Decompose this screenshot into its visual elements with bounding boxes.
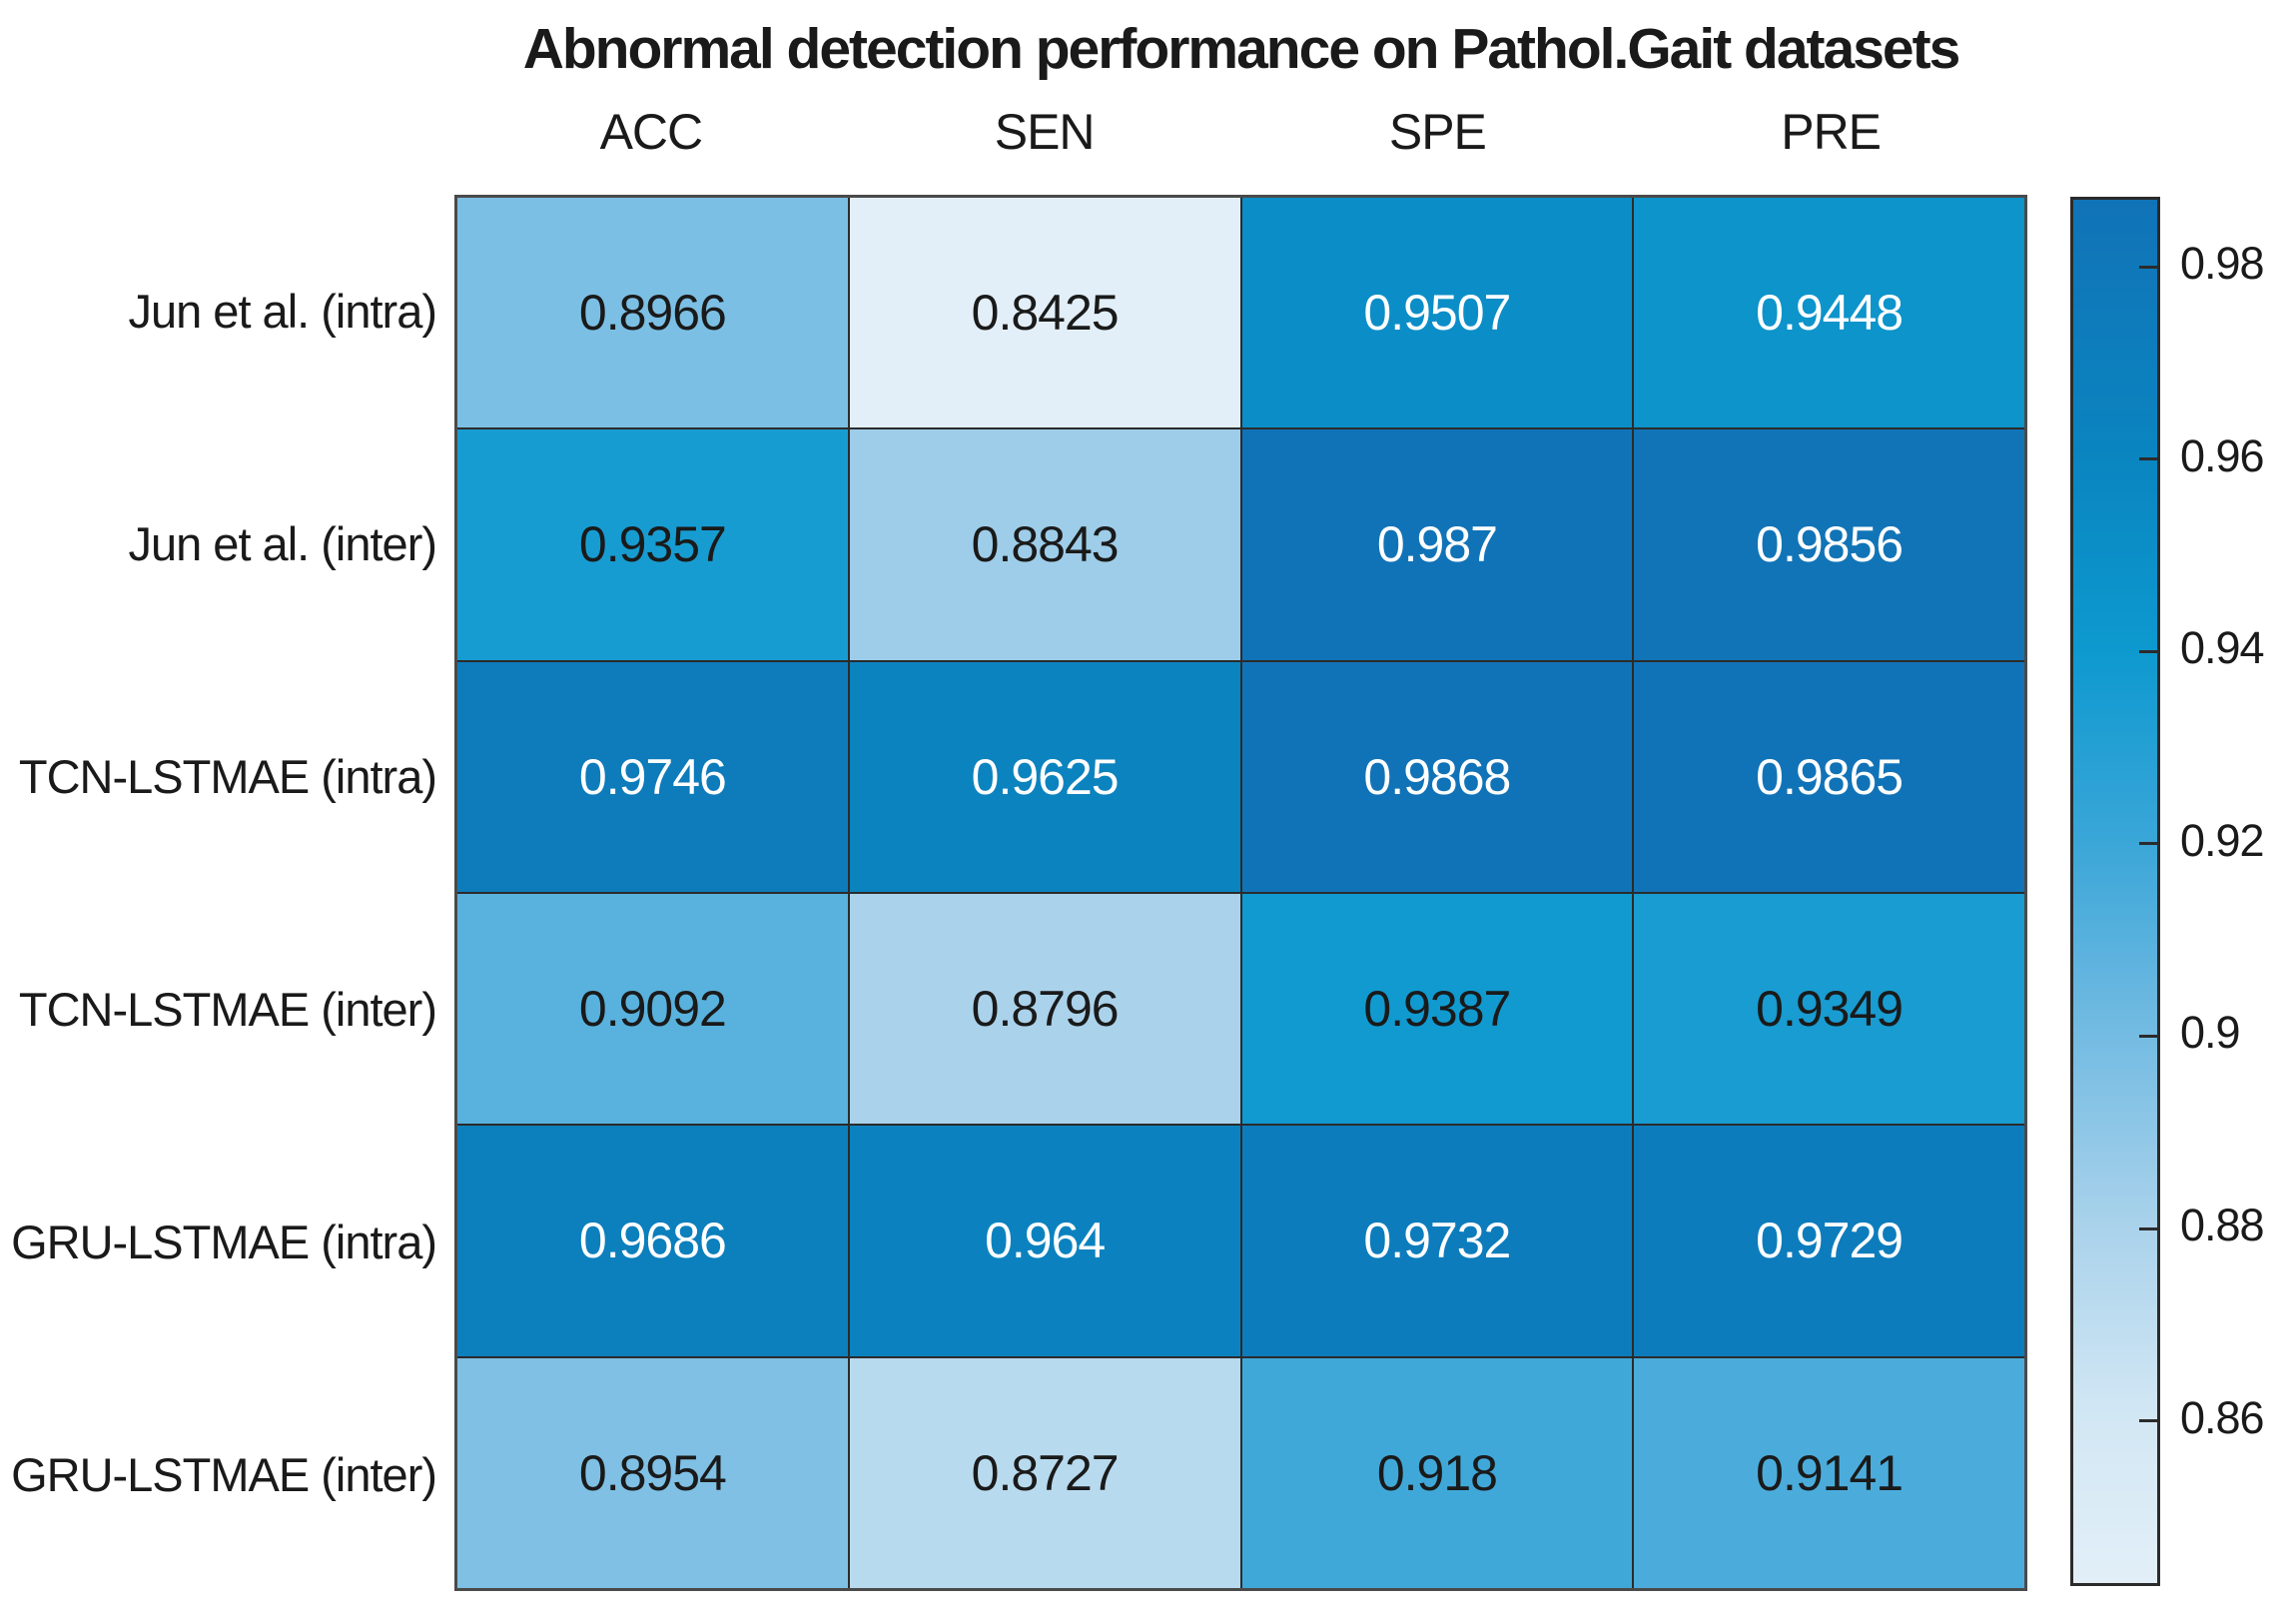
heatmap-cell: 0.9865 (1634, 661, 2024, 892)
heatmap-cell: 0.9729 (1634, 1126, 2024, 1356)
colorbar-tick-label: 0.96 (2180, 429, 2265, 481)
cell-value: 0.9448 (1756, 285, 1904, 342)
heatmap-cell: 0.9732 (1241, 1126, 1633, 1356)
cell-value: 0.8425 (971, 285, 1120, 342)
column-header: SEN (994, 104, 1096, 160)
cell-value: 0.9732 (1363, 1213, 1511, 1269)
heatmap-cell: 0.9357 (457, 429, 848, 660)
heatmap-cell: 0.8843 (849, 429, 1240, 660)
heatmap-cell: 0.8425 (849, 198, 1240, 428)
colorbar-tick-label: 0.92 (2180, 814, 2265, 866)
heatmap-cell: 0.9092 (457, 893, 848, 1125)
row-label: Jun et al. (intra) (128, 285, 437, 338)
heatmap-cell: 0.8727 (849, 1357, 1240, 1588)
cell-value: 0.9856 (1756, 516, 1904, 573)
colorbar-tick-label: 0.98 (2180, 238, 2265, 290)
heatmap-cell: 0.8954 (457, 1357, 848, 1588)
colorbar-tick-label: 0.86 (2180, 1391, 2265, 1443)
colorbar-tick (2139, 842, 2157, 846)
colorbar-tick (2139, 265, 2157, 269)
row-label: GRU-LSTMAE (inter) (11, 1448, 437, 1501)
cell-value: 0.9092 (578, 981, 727, 1038)
column-header: ACC (599, 104, 704, 160)
row-label: Jun et al. (inter) (128, 517, 437, 570)
heatmap-cell: 0.9141 (1634, 1357, 2024, 1588)
cell-value: 0.9746 (578, 748, 727, 805)
cell-value: 0.918 (1376, 1444, 1498, 1501)
colorbar-gradient (2073, 200, 2157, 1583)
heatmap-cell: 0.964 (849, 1126, 1240, 1356)
cell-value: 0.9141 (1756, 1444, 1904, 1501)
cell-value: 0.964 (985, 1213, 1106, 1269)
cell-value: 0.8966 (578, 285, 727, 342)
cell-value: 0.987 (1376, 516, 1498, 573)
colorbar-tick-label: 0.9 (2180, 1007, 2241, 1059)
heatmap-cell: 0.918 (1241, 1357, 1633, 1588)
cell-value: 0.9357 (578, 516, 727, 573)
colorbar-tick (2139, 1034, 2157, 1038)
colorbar-tick (2139, 457, 2157, 461)
heatmap-grid: 0.8966 0.8425 0.9507 0.9448 0.9357 0.8843 0.98… (454, 195, 2027, 1591)
cell-value: 0.8796 (971, 981, 1120, 1038)
heatmap-cell: 0.9856 (1634, 429, 2024, 660)
column-header: PRE (1781, 104, 1882, 160)
heatmap-cell: 0.8966 (457, 198, 848, 428)
heatmap-cell: 0.9507 (1241, 198, 1633, 428)
colorbar (2070, 197, 2160, 1586)
chart-title: Abnormal detection performance on Pathol… (522, 17, 1961, 81)
row-label: GRU-LSTMAE (intra) (11, 1215, 437, 1268)
cell-value: 0.8843 (971, 516, 1120, 573)
cell-value: 0.9686 (578, 1213, 727, 1269)
heatmap-cell: 0.9387 (1241, 893, 1633, 1125)
heatmap-cell: 0.9686 (457, 1126, 848, 1356)
cell-value: 0.9507 (1363, 285, 1511, 342)
cell-value: 0.8727 (971, 1444, 1120, 1501)
cell-value: 0.9865 (1756, 748, 1904, 805)
column-header: SPE (1388, 104, 1487, 160)
heatmap-cell: 0.987 (1241, 429, 1633, 660)
heatmap-cell: 0.9625 (849, 661, 1240, 892)
colorbar-tick (2139, 649, 2157, 653)
heatmap-cell: 0.9746 (457, 661, 848, 892)
heatmap-cell: 0.8796 (849, 893, 1240, 1125)
heatmap-cell: 0.9448 (1634, 198, 2024, 428)
colorbar-tick-label: 0.94 (2180, 622, 2265, 674)
row-label: TCN-LSTMAE (intra) (18, 750, 437, 803)
colorbar-tick (2139, 1419, 2157, 1423)
colorbar-tick (2139, 1226, 2157, 1230)
row-label: TCN-LSTMAE (inter) (18, 983, 437, 1036)
colorbar-tick-label: 0.88 (2180, 1200, 2265, 1250)
cell-value: 0.9387 (1363, 981, 1511, 1038)
cell-value: 0.9349 (1756, 981, 1904, 1038)
cell-value: 0.9868 (1363, 748, 1511, 805)
cell-value: 0.9729 (1756, 1213, 1904, 1269)
heatmap-cell: 0.9349 (1634, 893, 2024, 1125)
cell-value: 0.9625 (971, 748, 1120, 805)
heatmap-cell: 0.9868 (1241, 661, 1633, 892)
cell-value: 0.8954 (578, 1444, 727, 1501)
